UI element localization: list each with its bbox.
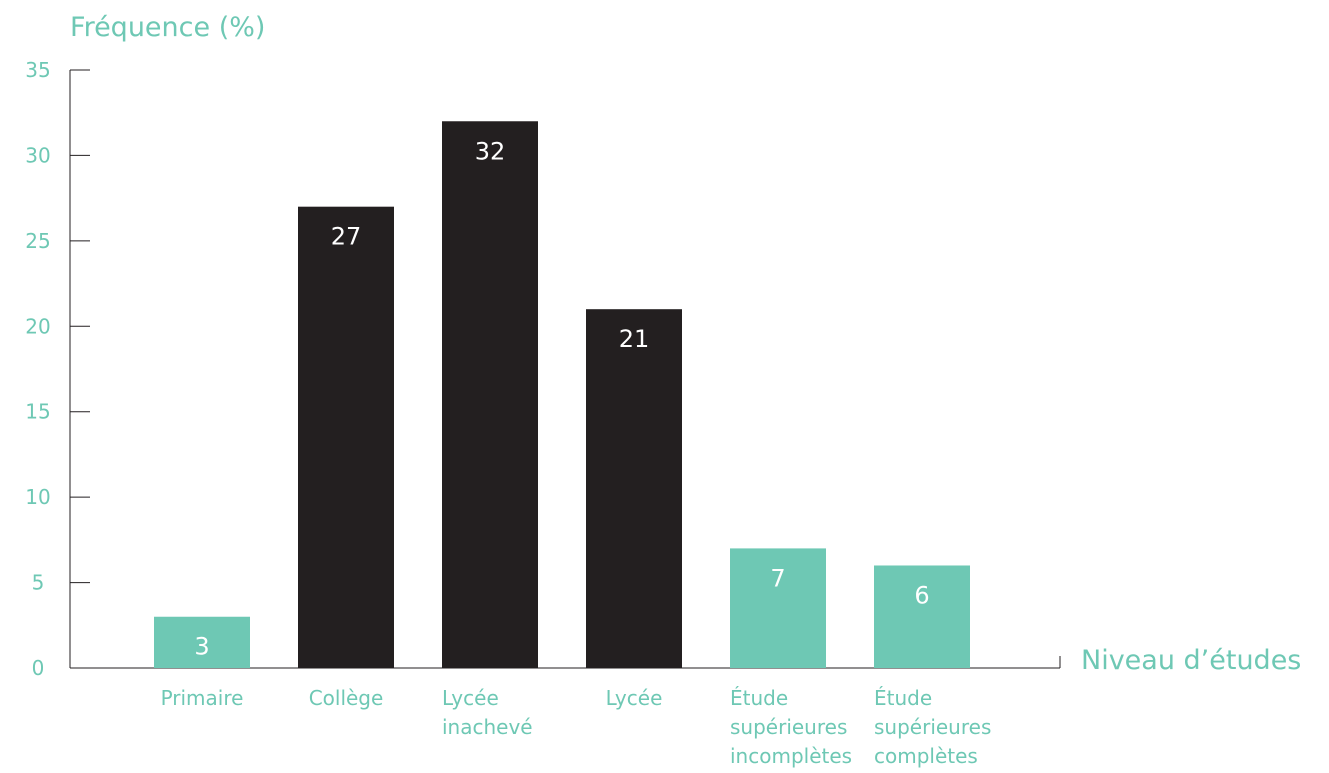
x-tick-label: Étude supérieures incomplètes: [730, 686, 852, 768]
y-tick-label: 15: [25, 400, 50, 424]
bar: [298, 206, 394, 668]
bar-value-label: 6: [914, 581, 929, 609]
bar: [154, 616, 250, 668]
x-tick-label: Lycée: [606, 686, 663, 710]
y-tick-label: 35: [25, 58, 50, 82]
x-tick-label: Primaire: [161, 686, 244, 710]
bar: [586, 309, 682, 668]
bar-value-label: 27: [331, 223, 362, 251]
bars: [154, 121, 970, 668]
y-axis-title: Fréquence (%): [70, 12, 265, 43]
x-tick-label: Collège: [309, 686, 384, 710]
x-axis-title: Niveau d’études: [1081, 645, 1301, 676]
y-tick-label: 10: [25, 485, 50, 509]
y-axis-ticks: 0 5 10 15 20 25 30 35: [25, 58, 90, 680]
bar-value-labels: 3 27 32 21 7 6: [194, 137, 929, 660]
bar: [442, 121, 538, 668]
y-tick-label: 0: [32, 656, 45, 680]
x-axis-tick-labels: Primaire Collège Lycée inachevé Lycée Étude su…: [161, 686, 992, 768]
bar: [730, 548, 826, 668]
y-tick-label: 25: [25, 229, 50, 253]
bar-value-label: 7: [770, 564, 785, 592]
x-tick-label: Lycée inachevé: [442, 686, 533, 739]
bar: [874, 565, 970, 668]
bar-value-label: 32: [475, 137, 506, 165]
y-tick-label: 5: [32, 571, 45, 595]
y-tick-label: 30: [25, 143, 50, 167]
bar-value-label: 21: [619, 325, 650, 353]
y-tick-label: 20: [25, 314, 50, 338]
bar-value-label: 3: [194, 633, 209, 661]
x-tick-label: Étude supérieures complètes: [874, 686, 991, 768]
